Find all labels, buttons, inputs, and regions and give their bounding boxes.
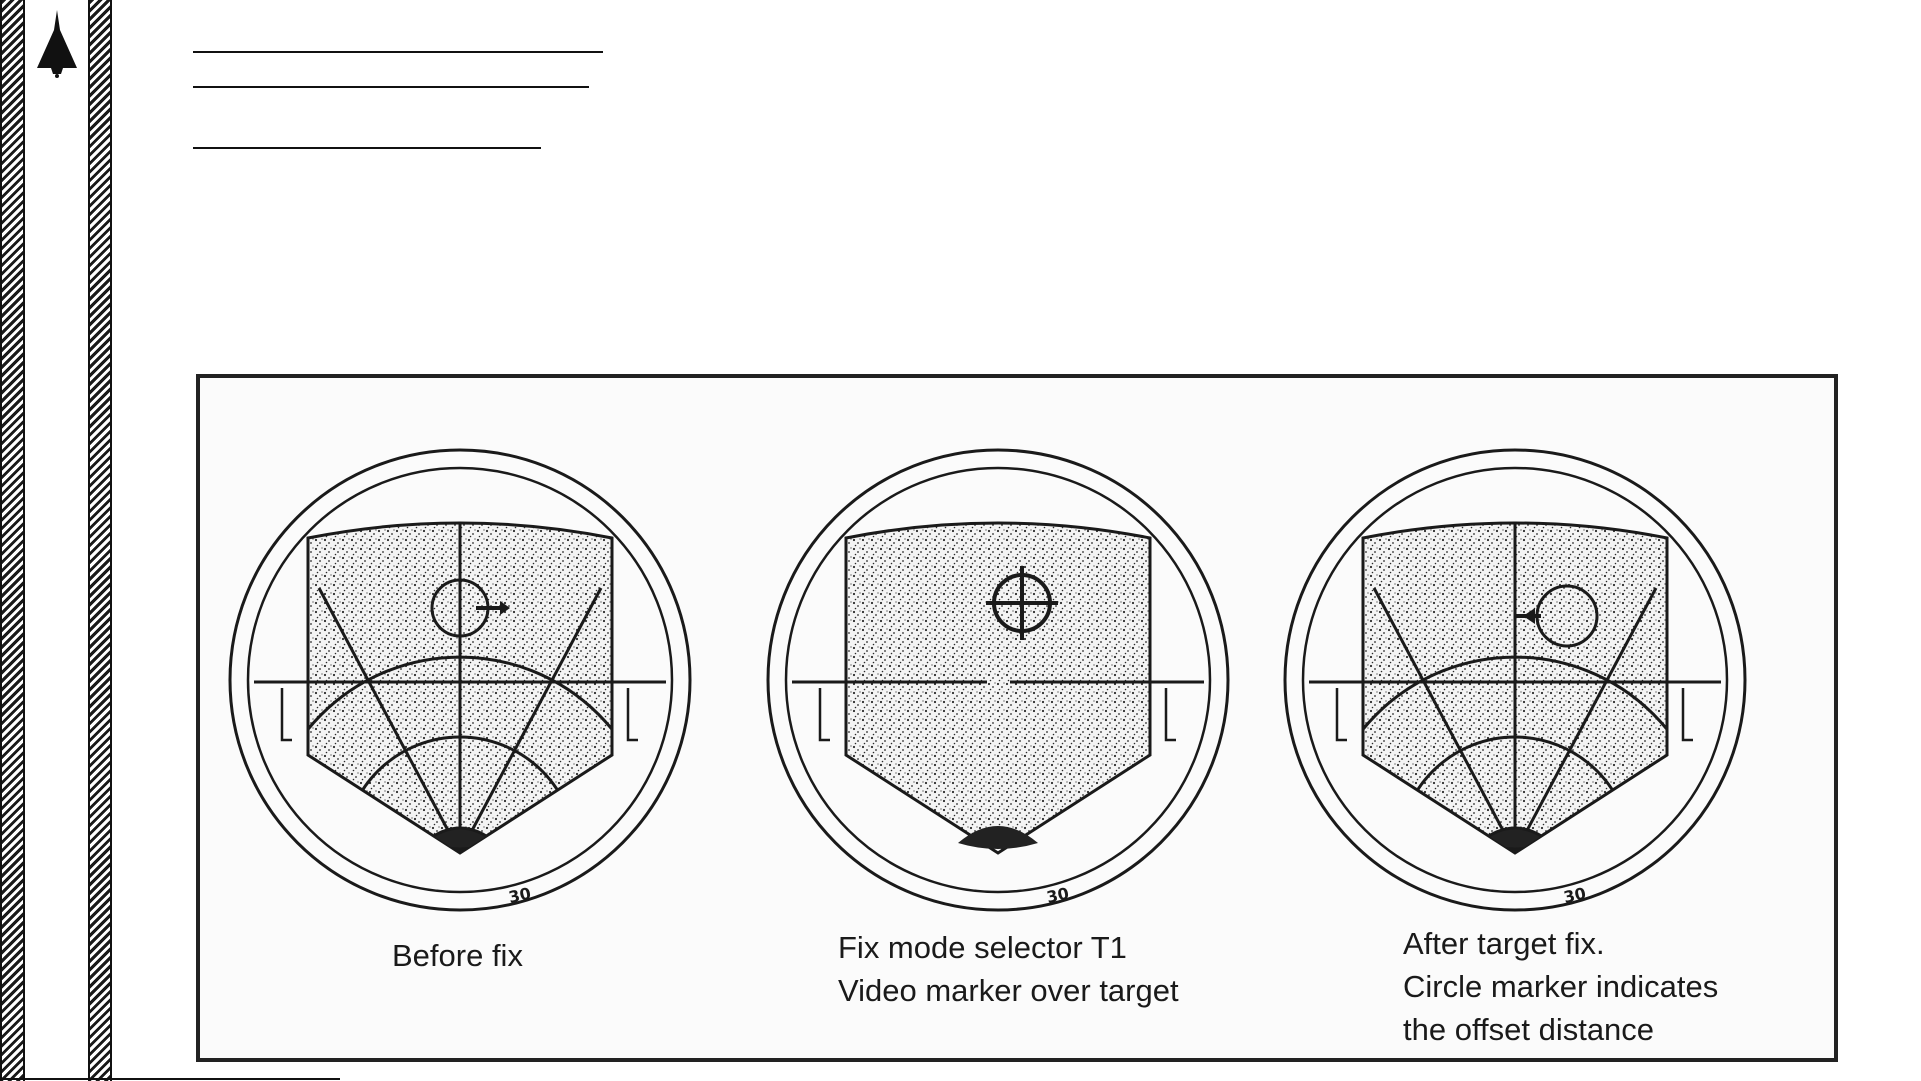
range-label: 30 bbox=[1562, 884, 1588, 907]
aircraft-silhouette-icon bbox=[37, 10, 77, 78]
caption-line: After target fix. bbox=[1403, 926, 1605, 961]
scope-fix-mode: 30 bbox=[766, 448, 1230, 912]
scope-before-fix: 30 bbox=[228, 448, 692, 912]
right-hatch-border bbox=[88, 0, 112, 1081]
header-line-3 bbox=[193, 147, 541, 149]
bottom-rule bbox=[0, 1078, 340, 1080]
caption-line: Before fix bbox=[392, 938, 523, 973]
caption-line: Video marker over target bbox=[838, 973, 1179, 1008]
caption-line: Circle marker indicates bbox=[1403, 969, 1719, 1004]
caption-after-fix: After target fix. Circle marker indicate… bbox=[1403, 922, 1718, 1051]
caption-fix-mode: Fix mode selector T1 Video marker over t… bbox=[838, 926, 1179, 1012]
range-label: 30 bbox=[507, 884, 533, 907]
caption-line: Fix mode selector T1 bbox=[838, 930, 1127, 965]
caption-line: the offset distance bbox=[1403, 1012, 1655, 1047]
left-hatch-border bbox=[0, 0, 25, 1081]
caption-before-fix: Before fix bbox=[392, 934, 523, 977]
range-label: 30 bbox=[1045, 884, 1071, 907]
header-line-2 bbox=[193, 86, 589, 88]
scope-after-fix: 30 bbox=[1283, 448, 1747, 912]
header-line-1 bbox=[193, 51, 603, 53]
